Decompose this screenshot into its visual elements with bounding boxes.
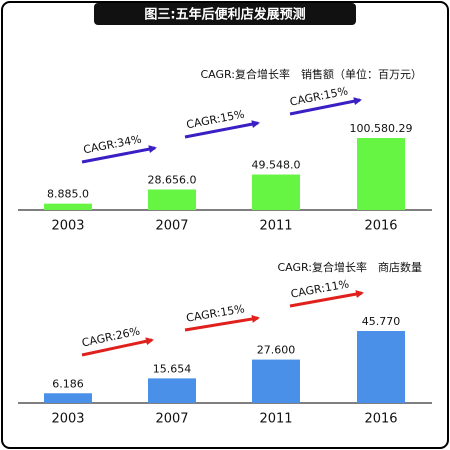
bar [252, 174, 300, 210]
value-label: 15.654 [153, 362, 192, 375]
bar [357, 331, 405, 403]
title-box [94, 3, 356, 25]
x-tick-label: 2016 [364, 219, 397, 234]
bar [44, 203, 92, 210]
value-label: 6.186 [52, 377, 84, 390]
arrow [289, 97, 362, 116]
legend-text: CAGR:复合增长率 销售额（单位：百万元） [200, 67, 422, 81]
x-tick-label: 2011 [259, 219, 292, 234]
value-label: 45.770 [362, 315, 401, 328]
value-label: 49.548.0 [252, 159, 301, 172]
value-label: 28.656.0 [148, 173, 197, 186]
bar [357, 138, 405, 210]
x-tick-label: 2003 [51, 412, 84, 427]
x-tick-label: 2007 [155, 412, 188, 427]
arrow [184, 315, 260, 332]
x-tick-label: 2007 [155, 219, 188, 234]
bar [148, 378, 196, 403]
value-label: 8.885.0 [47, 188, 89, 201]
bar [44, 393, 92, 403]
arrow [184, 120, 260, 139]
x-tick-label: 2011 [259, 412, 292, 427]
bar [252, 359, 300, 403]
arrow [81, 145, 157, 164]
x-tick-label: 2016 [364, 412, 397, 427]
value-label: 27.600 [257, 344, 296, 357]
arrow [81, 337, 154, 357]
x-tick-label: 2003 [51, 219, 84, 234]
value-label: 100.580.29 [350, 122, 413, 135]
title: 图三:五年后便利店发展预测 [144, 7, 305, 23]
arrow [289, 290, 364, 308]
legend-text: CAGR:复合增长率 商店数量 [277, 260, 422, 274]
bar [148, 189, 196, 210]
